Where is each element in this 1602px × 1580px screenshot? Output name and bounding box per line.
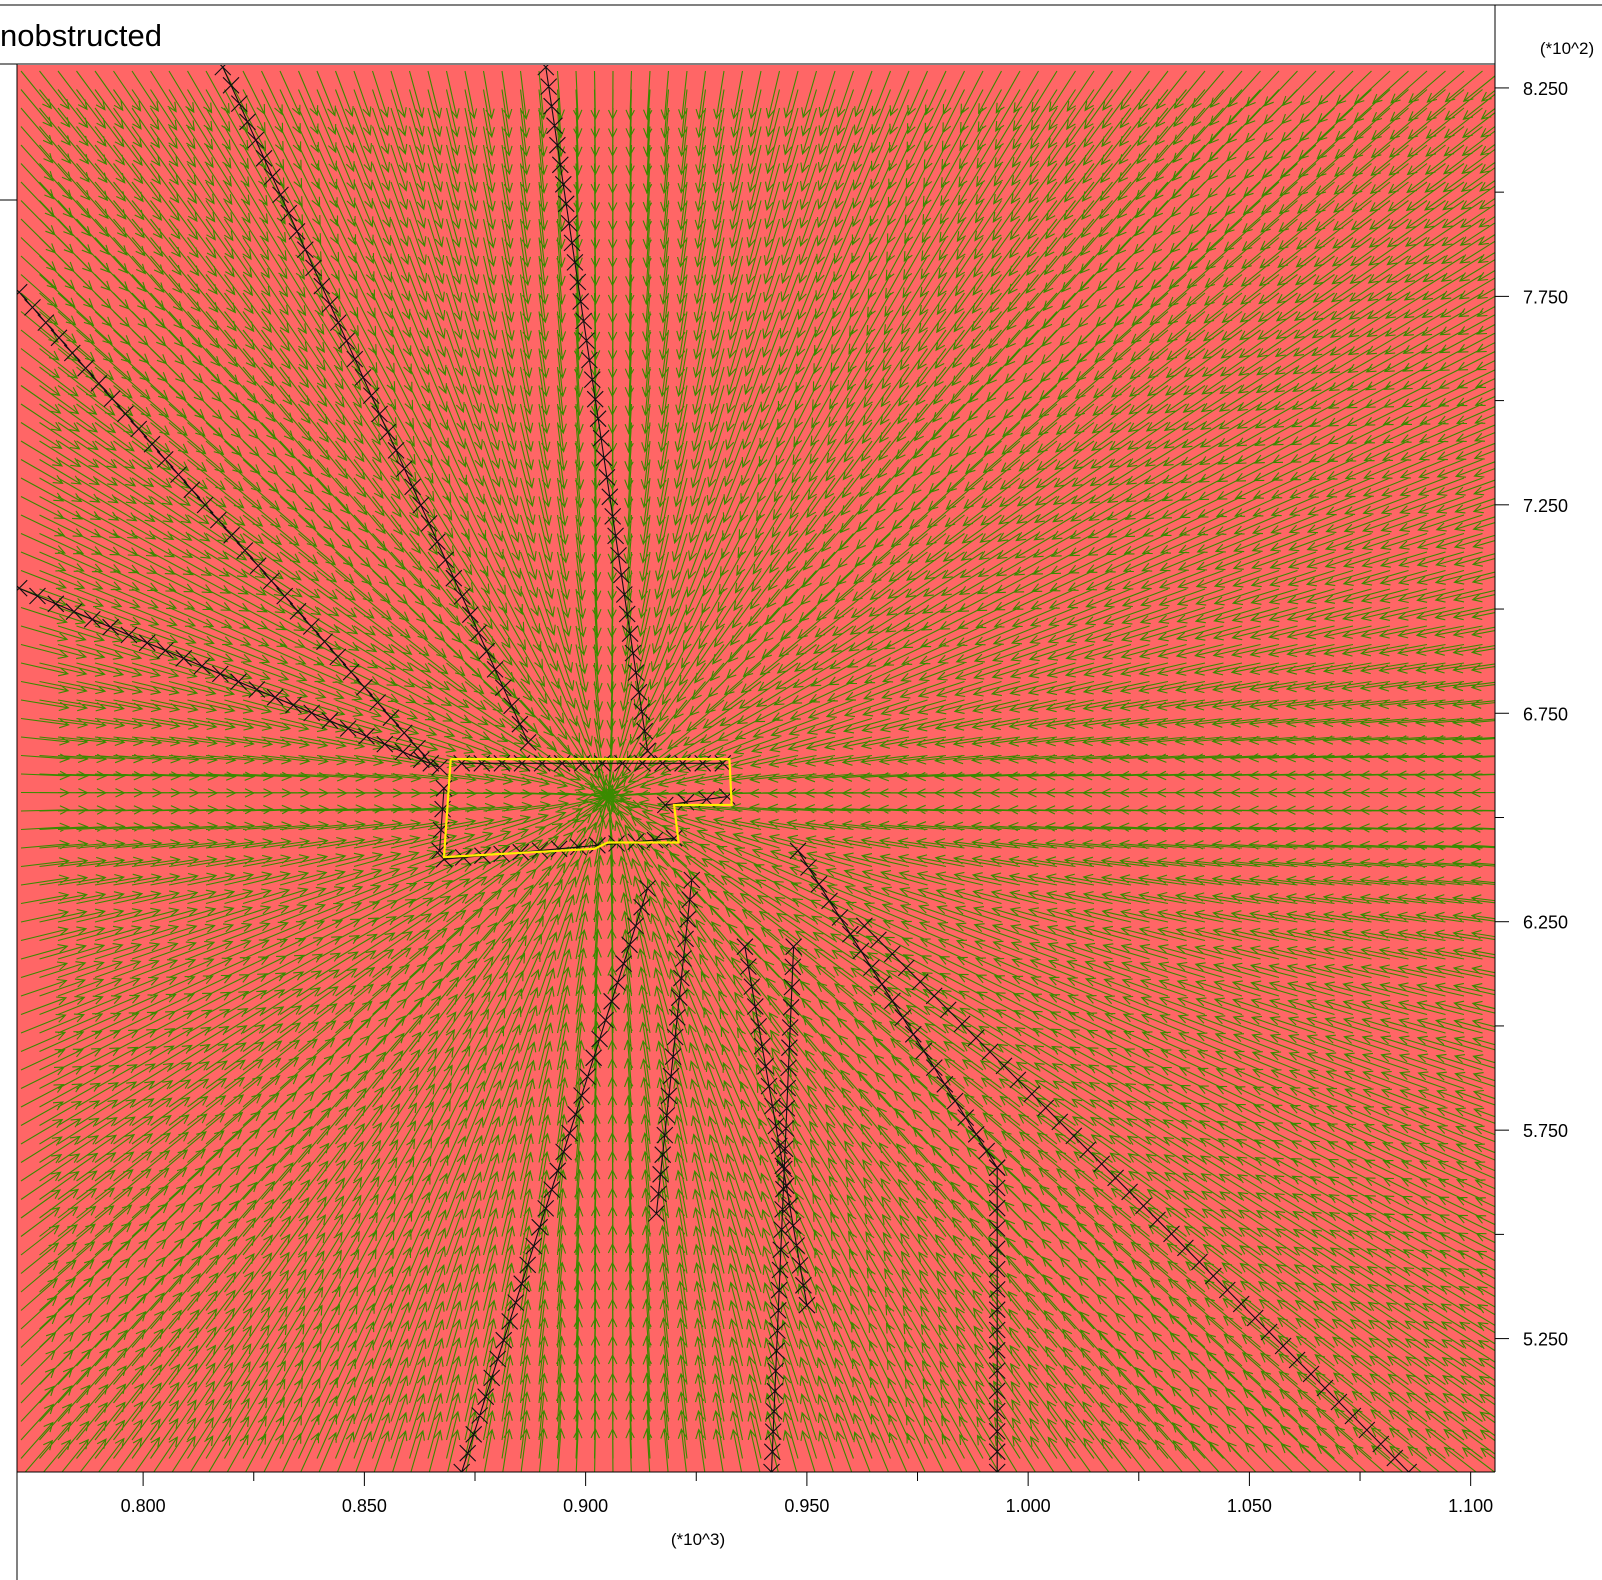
y-tick-label: 8.250: [1523, 79, 1568, 99]
cross-line-11: [763, 938, 802, 1472]
cross-line-9: [648, 871, 701, 1222]
cross-line-5: [431, 779, 453, 860]
cross-line-12: [789, 842, 1006, 1177]
plot-background: [17, 65, 1495, 1472]
cross-line-7: [656, 788, 736, 814]
x-tick-label: 0.800: [121, 1496, 166, 1516]
y-tick-label: 6.250: [1523, 913, 1568, 933]
y-tick-label: 5.750: [1523, 1121, 1568, 1141]
y-tick-label: 6.750: [1523, 704, 1568, 724]
y-tick-label: 7.250: [1523, 496, 1568, 516]
x-tick-label: 0.950: [784, 1496, 829, 1516]
cross-line-14: [856, 917, 1418, 1472]
field-arrow: [20, 70, 1495, 1472]
y-axis-multiplier: (*10^2): [1540, 39, 1594, 58]
cross-line-2: [17, 283, 440, 772]
cross-line-0: [214, 65, 537, 751]
x-tick-label: 1.000: [1006, 1496, 1051, 1516]
cross-line-1: [537, 65, 656, 760]
x-axis: 0.800 0.850 0.900 0.950 1.000 1.050 1.100: [121, 1472, 1493, 1516]
cross-line-4: [453, 754, 732, 772]
cross-line-8: [453, 880, 656, 1472]
frame-lines: [0, 4, 1602, 1580]
x-tick-label: 0.850: [342, 1496, 387, 1516]
y-tick-label: 5.250: [1523, 1330, 1568, 1350]
y-tick-label: 7.750: [1523, 287, 1568, 307]
cross-line-13: [988, 1159, 1006, 1472]
x-tick-label: 0.900: [563, 1496, 608, 1516]
cross-line-3: [17, 579, 448, 776]
building-outline: [442, 757, 733, 859]
cross-marker-layer: [17, 65, 1418, 1472]
arrow-layer: [20, 70, 1495, 1472]
x-tick-label: 1.050: [1227, 1496, 1272, 1516]
x-axis-multiplier: (*10^3): [671, 1530, 725, 1549]
chart-title: nobstructed: [0, 18, 162, 53]
x-tick-label: 1.100: [1448, 1496, 1493, 1516]
y-axis: 8.250 7.750 7.250 6.750 6.250 5.750 5.250: [1495, 79, 1568, 1350]
